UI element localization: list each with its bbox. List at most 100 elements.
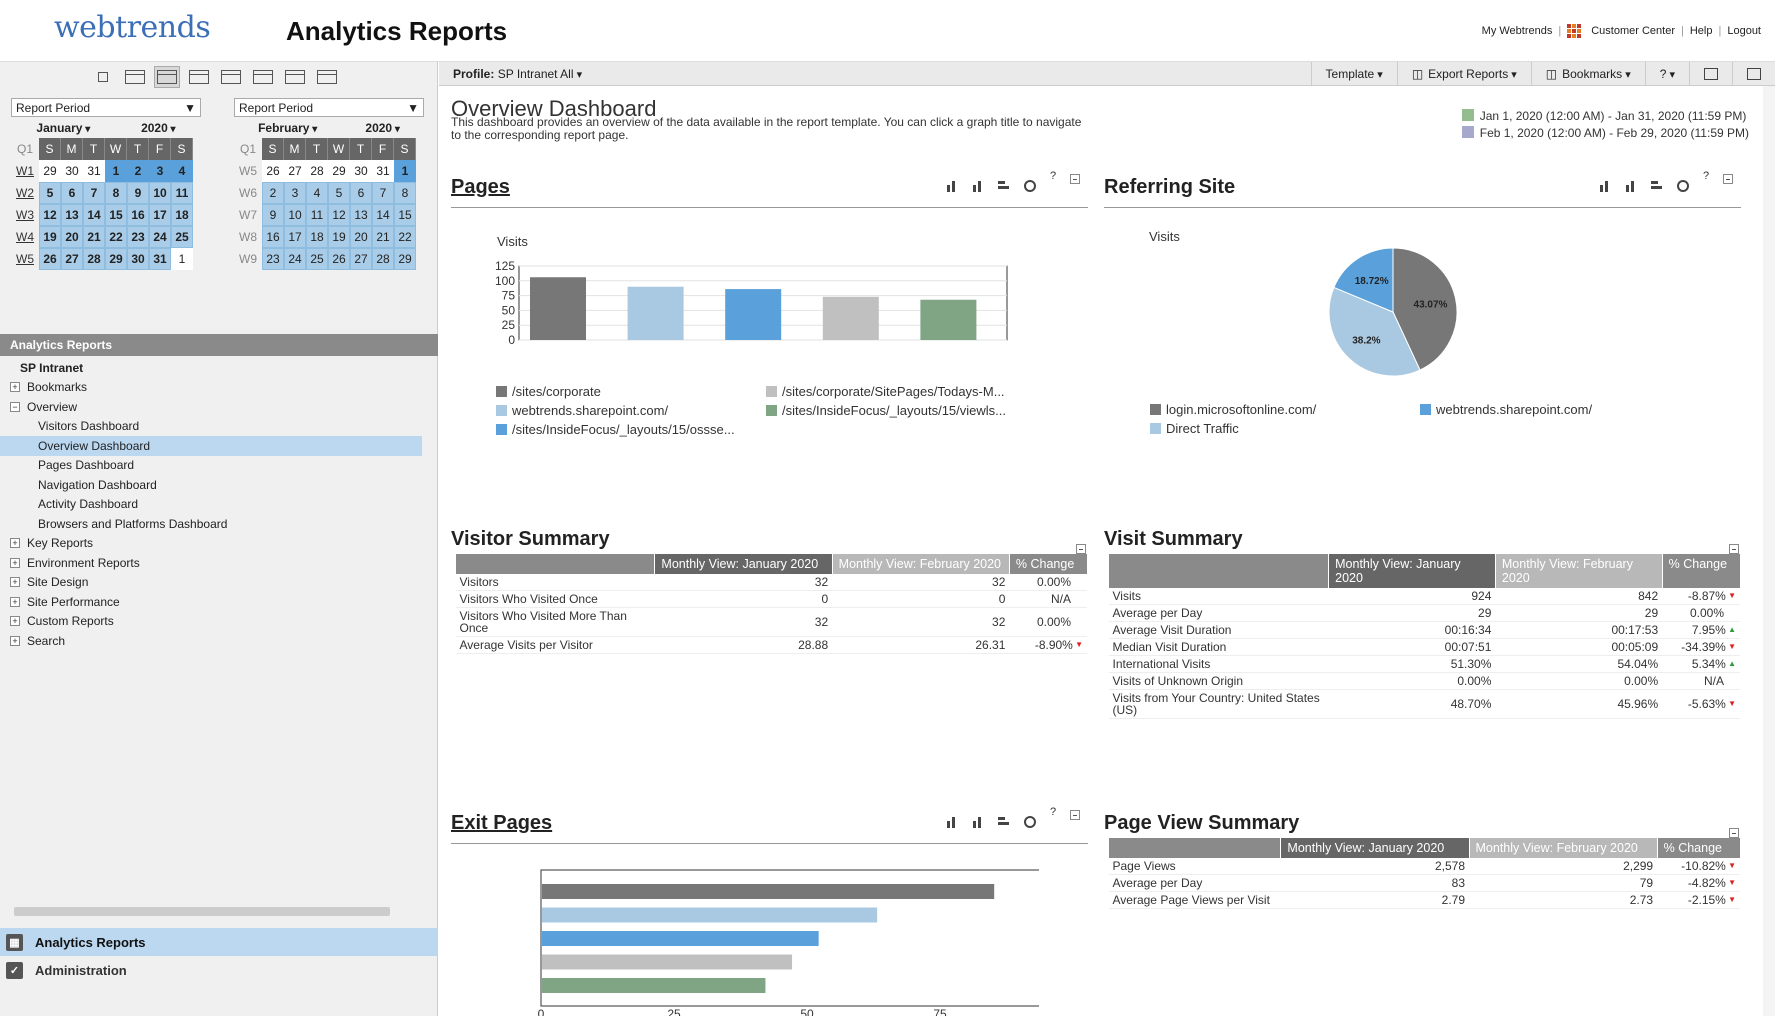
pie-slice[interactable] bbox=[1328, 286, 1421, 377]
minimize-icon[interactable] bbox=[1729, 544, 1739, 554]
calendar-day[interactable]: 25 bbox=[306, 248, 328, 270]
horizontal-bar-icon[interactable] bbox=[998, 180, 1010, 192]
calendar-day[interactable]: 19 bbox=[39, 226, 61, 248]
vertical-scrollbar[interactable] bbox=[1763, 86, 1775, 1016]
layout-view-7-button[interactable] bbox=[314, 66, 340, 88]
calendar-day[interactable]: 30 bbox=[61, 160, 83, 182]
pie-slice[interactable] bbox=[1392, 247, 1458, 371]
calendar-day[interactable]: 29 bbox=[394, 248, 416, 270]
minimize-icon[interactable] bbox=[1070, 810, 1081, 820]
stacked-bar-icon[interactable] bbox=[1625, 180, 1637, 192]
calendar-day[interactable]: 31 bbox=[149, 248, 171, 270]
calendar-day[interactable]: 17 bbox=[149, 204, 171, 226]
calendar-day[interactable]: 1 bbox=[171, 248, 193, 270]
tree-item[interactable]: + Site Performance bbox=[0, 592, 424, 612]
legend-item[interactable]: Direct Traffic bbox=[1150, 421, 1420, 436]
calendar-day[interactable]: 9 bbox=[262, 204, 284, 226]
horizontal-scrollbar[interactable] bbox=[6, 904, 422, 918]
week-link[interactable]: W1 bbox=[16, 164, 34, 178]
layout-view-6-button[interactable] bbox=[282, 66, 308, 88]
calendar-day[interactable]: 26 bbox=[328, 248, 350, 270]
collapse-view-button[interactable] bbox=[90, 66, 116, 88]
calendar-day[interactable]: 27 bbox=[284, 160, 306, 182]
calendar-day[interactable]: 8 bbox=[394, 182, 416, 204]
calendar-day[interactable]: 18 bbox=[171, 204, 193, 226]
week-link[interactable]: W7 bbox=[239, 208, 257, 222]
bottom-nav-analytics-reports[interactable]: ▦ Analytics Reports bbox=[0, 928, 438, 956]
legend-item[interactable]: /sites/corporate bbox=[496, 384, 766, 399]
tree-root[interactable]: SP Intranet bbox=[20, 360, 84, 375]
minimize-icon[interactable] bbox=[1070, 174, 1081, 184]
expand-icon[interactable]: + bbox=[10, 616, 20, 627]
expand-icon[interactable]: + bbox=[10, 557, 20, 568]
legend-item[interactable]: /sites/InsideFocus/_layouts/15/viewls... bbox=[766, 403, 1036, 418]
calendar-day[interactable]: 6 bbox=[350, 182, 372, 204]
calendar-day[interactable]: 15 bbox=[394, 204, 416, 226]
calendar-day[interactable]: 14 bbox=[372, 204, 394, 226]
expand-icon[interactable]: + bbox=[10, 635, 20, 646]
expand-icon[interactable]: + bbox=[10, 577, 20, 588]
week-link[interactable]: W9 bbox=[239, 252, 257, 266]
tree-item[interactable]: Visitors Dashboard bbox=[0, 417, 424, 437]
calendar-day[interactable]: 19 bbox=[328, 226, 350, 248]
bar[interactable] bbox=[920, 299, 977, 340]
tree-item[interactable]: Activity Dashboard bbox=[0, 495, 424, 515]
calendar-day[interactable]: 12 bbox=[328, 204, 350, 226]
week-link[interactable]: W6 bbox=[239, 186, 257, 200]
legend-item[interactable]: webtrends.sharepoint.com/ bbox=[1420, 402, 1690, 417]
week-link[interactable]: W2 bbox=[16, 186, 34, 200]
calendar-day[interactable]: 27 bbox=[61, 248, 83, 270]
bar[interactable] bbox=[822, 296, 879, 340]
tree-item[interactable]: Overview Dashboard bbox=[0, 436, 422, 456]
calendar-day[interactable]: 11 bbox=[306, 204, 328, 226]
calendar-day[interactable]: 10 bbox=[149, 182, 171, 204]
bar-chart-icon[interactable] bbox=[946, 816, 958, 828]
calendar-day[interactable]: 13 bbox=[61, 204, 83, 226]
logout-link[interactable]: Logout bbox=[1727, 25, 1761, 37]
bookmarks-menu[interactable]: ◫ Bookmarks bbox=[1530, 62, 1645, 85]
calendar-day[interactable]: 28 bbox=[306, 160, 328, 182]
bar-chart-icon[interactable] bbox=[946, 180, 958, 192]
calendar-day[interactable]: 7 bbox=[372, 182, 394, 204]
year-select[interactable]: 2020 bbox=[365, 121, 400, 135]
tree-item[interactable]: Navigation Dashboard bbox=[0, 475, 424, 495]
expand-icon[interactable]: + bbox=[10, 382, 20, 393]
pages-panel-title[interactable]: Pages bbox=[451, 176, 510, 198]
calendar-day[interactable]: 21 bbox=[83, 226, 105, 248]
week-link[interactable]: W8 bbox=[239, 230, 257, 244]
calendar-day[interactable]: 10 bbox=[284, 204, 306, 226]
profile-select[interactable]: Profile: SP Intranet All bbox=[439, 67, 582, 81]
year-select[interactable]: 2020 bbox=[141, 121, 176, 135]
minimize-icon[interactable] bbox=[1076, 544, 1086, 554]
calendar-day[interactable]: 28 bbox=[372, 248, 394, 270]
legend-item[interactable]: webtrends.sharepoint.com/ bbox=[496, 403, 766, 418]
help-icon[interactable]: ? bbox=[1050, 170, 1057, 182]
week-link[interactable]: W5 bbox=[16, 252, 34, 266]
calendar-day[interactable]: 14 bbox=[83, 204, 105, 226]
calendar-day[interactable]: 29 bbox=[328, 160, 350, 182]
pie-chart-icon[interactable] bbox=[1024, 180, 1036, 192]
report-period-select[interactable]: Report Period ▼ bbox=[234, 98, 424, 117]
help-menu[interactable]: ? bbox=[1644, 62, 1689, 85]
calendar-day[interactable]: 30 bbox=[350, 160, 372, 182]
collapse-icon[interactable]: − bbox=[10, 401, 20, 412]
calendar-day[interactable]: 4 bbox=[171, 160, 193, 182]
pie-chart-icon[interactable] bbox=[1677, 180, 1689, 192]
pie-chart-icon[interactable] bbox=[1024, 816, 1036, 828]
maximize-button[interactable] bbox=[1732, 62, 1775, 85]
calendar-day[interactable]: 31 bbox=[83, 160, 105, 182]
calendar-day[interactable]: 24 bbox=[284, 248, 306, 270]
calendar-day[interactable]: 7 bbox=[83, 182, 105, 204]
help-icon[interactable]: ? bbox=[1703, 170, 1710, 182]
week-link[interactable]: W4 bbox=[16, 230, 34, 244]
bar[interactable] bbox=[542, 931, 819, 946]
bottom-nav-administration[interactable]: ✓ Administration bbox=[0, 956, 438, 984]
tree-item[interactable]: + Site Design bbox=[0, 573, 424, 593]
calendar-day[interactable]: 31 bbox=[372, 160, 394, 182]
calendar-day[interactable]: 29 bbox=[39, 160, 61, 182]
bar[interactable] bbox=[542, 978, 766, 993]
bar[interactable] bbox=[530, 277, 586, 340]
calendar-day[interactable]: 27 bbox=[350, 248, 372, 270]
tree-item[interactable]: Browsers and Platforms Dashboard bbox=[0, 514, 424, 534]
calendar-day[interactable]: 28 bbox=[83, 248, 105, 270]
